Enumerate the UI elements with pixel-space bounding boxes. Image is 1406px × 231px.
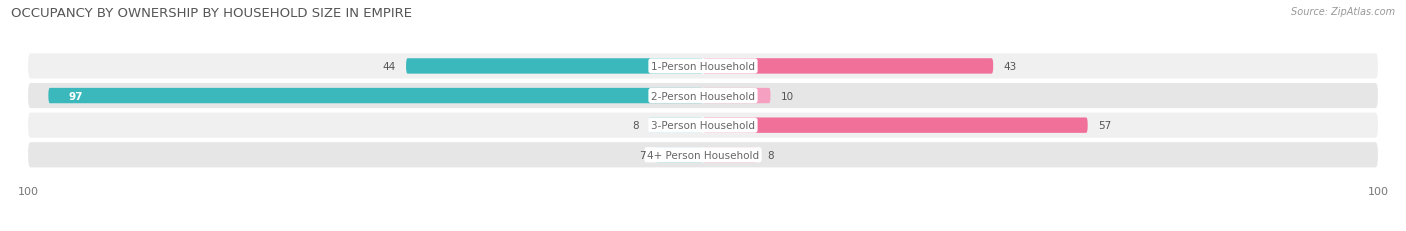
Text: 44: 44 bbox=[382, 62, 396, 72]
Text: 43: 43 bbox=[1004, 62, 1017, 72]
Text: 8: 8 bbox=[768, 150, 773, 160]
Text: 10: 10 bbox=[780, 91, 794, 101]
Text: Source: ZipAtlas.com: Source: ZipAtlas.com bbox=[1291, 7, 1395, 17]
FancyBboxPatch shape bbox=[406, 59, 703, 74]
Text: 2-Person Household: 2-Person Household bbox=[651, 91, 755, 101]
FancyBboxPatch shape bbox=[48, 88, 703, 104]
Text: 57: 57 bbox=[1098, 121, 1111, 131]
Text: 1-Person Household: 1-Person Household bbox=[651, 62, 755, 72]
FancyBboxPatch shape bbox=[650, 118, 703, 133]
FancyBboxPatch shape bbox=[28, 54, 1378, 79]
Text: 4+ Person Household: 4+ Person Household bbox=[647, 150, 759, 160]
FancyBboxPatch shape bbox=[28, 113, 1378, 138]
FancyBboxPatch shape bbox=[703, 59, 993, 74]
FancyBboxPatch shape bbox=[28, 143, 1378, 168]
FancyBboxPatch shape bbox=[703, 147, 756, 163]
Text: 97: 97 bbox=[69, 91, 83, 101]
Text: 3-Person Household: 3-Person Household bbox=[651, 121, 755, 131]
FancyBboxPatch shape bbox=[703, 88, 770, 104]
FancyBboxPatch shape bbox=[703, 118, 1088, 133]
Text: OCCUPANCY BY OWNERSHIP BY HOUSEHOLD SIZE IN EMPIRE: OCCUPANCY BY OWNERSHIP BY HOUSEHOLD SIZE… bbox=[11, 7, 412, 20]
FancyBboxPatch shape bbox=[655, 147, 703, 163]
Text: 7: 7 bbox=[638, 150, 645, 160]
Text: 8: 8 bbox=[633, 121, 638, 131]
FancyBboxPatch shape bbox=[28, 84, 1378, 109]
